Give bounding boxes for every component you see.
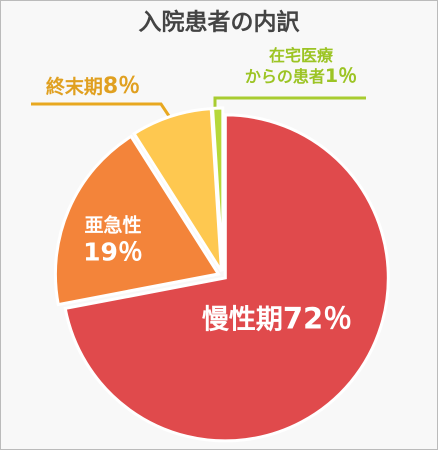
slice-label: 慢性期72％	[202, 301, 352, 336]
category-label: 亜急性	[84, 214, 142, 237]
category-label: 慢性期	[201, 304, 283, 336]
pie-slice	[63, 113, 390, 443]
pie-slice	[53, 134, 221, 307]
value-label: 8％	[102, 73, 141, 99]
callout-line	[213, 96, 366, 116]
category-label: 終末期	[45, 75, 103, 98]
value-label: 1％	[324, 65, 358, 88]
slice-label: 在宅医療 からの患者1％	[245, 46, 357, 88]
slice-label: 亜急性 19％	[83, 215, 143, 268]
slice-label: 終末期8％	[46, 74, 140, 100]
pie	[53, 106, 390, 443]
value-label: 72％	[282, 301, 353, 336]
chart-title: 入院患者の内訳	[139, 9, 301, 36]
callout-line	[31, 102, 173, 120]
category-label: 在宅医療 からの患者	[244, 46, 333, 87]
value-label: 19％	[83, 237, 143, 267]
pie-slice	[211, 106, 225, 272]
